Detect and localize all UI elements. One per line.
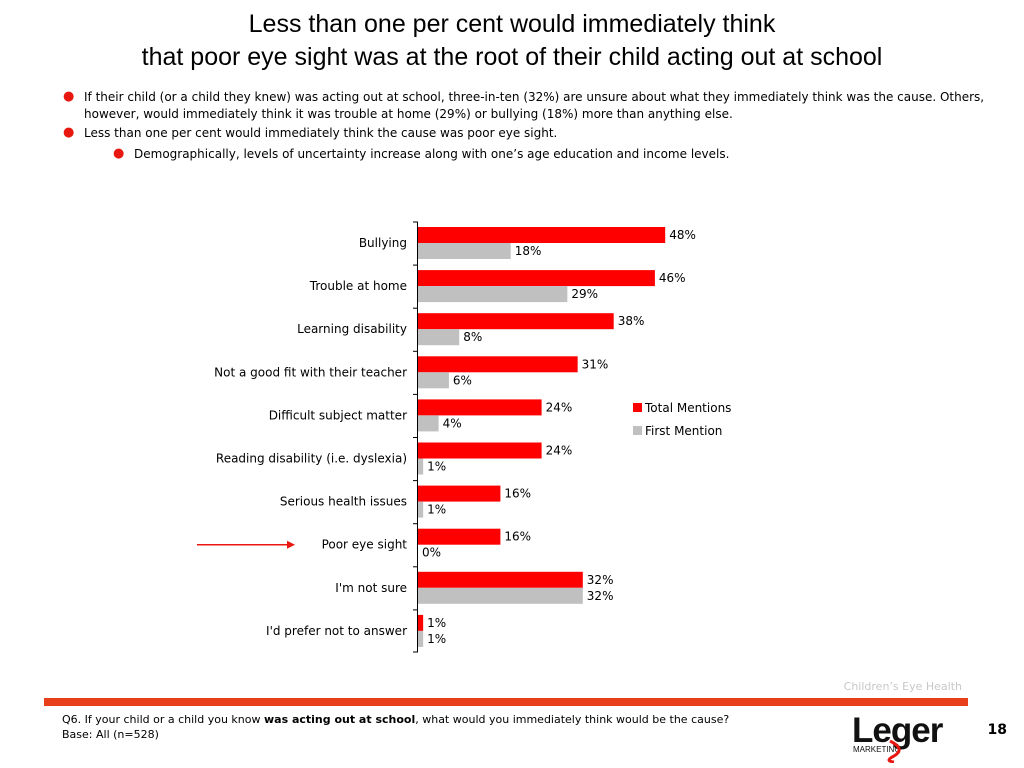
bar-first-mention <box>418 415 439 432</box>
data-label: 18% <box>515 244 542 258</box>
category-label: Trouble at home <box>309 279 407 293</box>
svg-text:MARKETING: MARKETING <box>853 745 901 754</box>
data-label: 31% <box>582 357 609 371</box>
data-label: 8% <box>463 330 482 344</box>
bar-total-mentions <box>418 442 542 459</box>
legend-label: First Mention <box>645 424 722 438</box>
data-label: 32% <box>587 589 614 603</box>
bar-first-mention <box>418 286 568 303</box>
bullet-dot-icon: ● <box>63 89 75 104</box>
watermark: Children’s Eye Health <box>843 680 962 693</box>
bar-total-mentions <box>418 571 583 588</box>
bullet-item: ● If their child (or a child they knew) … <box>62 89 1007 123</box>
bar-chart: Bullying 48% 18% Trouble at home 46% 29% Learn… <box>197 221 731 653</box>
title-line-1: Less than one per cent would immediately… <box>248 10 776 38</box>
data-label: 16% <box>504 530 531 544</box>
bar-total-mentions <box>418 614 424 631</box>
data-label: 6% <box>453 373 472 387</box>
sub-bullet-item: ● Demographically, levels of uncertainty… <box>112 146 1007 163</box>
highlight-arrow-icon <box>287 540 295 549</box>
question-prefix: Q6. If your child or a child you know <box>62 713 264 726</box>
category-label: I'm not sure <box>335 581 407 595</box>
bullet-dot-icon: ● <box>113 146 125 161</box>
legend-label: Total Mentions <box>644 401 731 415</box>
bar-first-mention <box>418 243 511 259</box>
bullet-list: ● If their child (or a child they knew) … <box>62 89 1007 165</box>
page-number: 18 <box>987 722 1007 738</box>
data-label: 32% <box>587 573 614 587</box>
category-label: Serious health issues <box>280 495 407 509</box>
category-label: Learning disability <box>297 322 407 336</box>
data-label: 1% <box>427 503 446 517</box>
bar-total-mentions <box>418 399 542 416</box>
bullet-item: ● Less than one per cent would immediate… <box>62 125 1007 142</box>
bar-total-mentions <box>418 528 501 545</box>
category-label: Poor eye sight <box>322 538 408 552</box>
category-label: Difficult subject matter <box>269 408 407 422</box>
data-label: 1% <box>427 616 446 630</box>
question-text: Q6. If your child or a child you know wa… <box>62 712 729 727</box>
data-label: 24% <box>546 444 573 458</box>
bar-total-mentions <box>418 270 655 287</box>
data-label: 1% <box>427 460 446 474</box>
data-label: 4% <box>443 416 462 430</box>
slide-title: Less than one per cent would immediately… <box>0 8 1024 74</box>
data-label: 16% <box>504 487 531 501</box>
footer-rule <box>44 698 968 706</box>
bullet-text: Less than one per cent would immediately… <box>84 126 558 140</box>
bar-first-mention <box>418 372 449 389</box>
bar-total-mentions <box>418 227 666 243</box>
data-label: 0% <box>422 546 441 560</box>
bar-total-mentions <box>418 356 578 373</box>
data-label: 38% <box>618 314 645 328</box>
legend-swatch-total-mentions <box>633 403 642 412</box>
sub-bullet-text: Demographically, levels of uncertainty i… <box>134 147 730 161</box>
bullet-text: If their child (or a child they knew) wa… <box>84 90 985 121</box>
bar-total-mentions <box>418 485 501 502</box>
category-label: Reading disability (i.e. dyslexia) <box>216 452 407 466</box>
legend-swatch-first-mention <box>633 426 642 435</box>
data-label: 24% <box>546 400 573 414</box>
category-label: Not a good fit with their teacher <box>214 365 407 379</box>
category-label: I'd prefer not to answer <box>266 624 407 638</box>
bullet-dot-icon: ● <box>63 125 75 140</box>
footnote: Q6. If your child or a child you know wa… <box>62 712 729 742</box>
data-label: 46% <box>659 271 686 285</box>
question-emphasis: was acting out at school <box>263 713 416 726</box>
base-text: Base: All (n=528) <box>62 728 159 741</box>
bar-total-mentions <box>418 313 614 330</box>
bar-first-mention <box>418 587 583 604</box>
svg-text:Leger: Leger <box>852 711 944 750</box>
bar-first-mention <box>418 501 424 518</box>
bar-first-mention <box>418 458 424 475</box>
category-label: Bullying <box>359 236 407 250</box>
bar-first-mention <box>418 630 424 647</box>
bar-first-mention <box>418 329 460 346</box>
data-label: 29% <box>571 287 598 301</box>
question-suffix: , what would you immediately think would… <box>415 713 730 726</box>
leger-logo: Leger MARKETING <box>852 711 945 763</box>
data-label: 1% <box>427 632 446 646</box>
data-label: 48% <box>669 228 696 242</box>
title-line-2: that poor eye sight was at the root of t… <box>141 43 883 71</box>
